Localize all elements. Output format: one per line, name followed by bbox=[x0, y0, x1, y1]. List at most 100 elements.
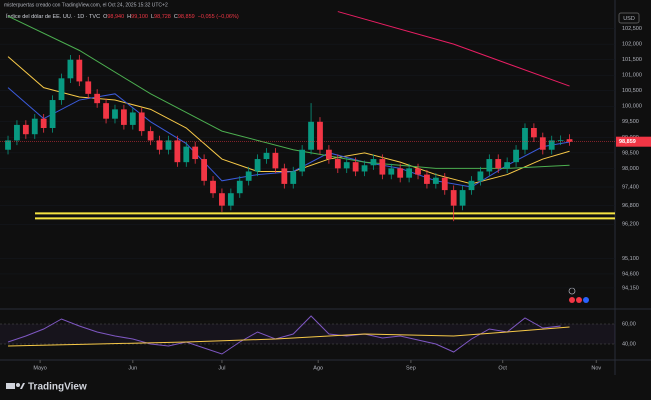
y-tick-label: 94,150 bbox=[622, 285, 639, 291]
candle-body bbox=[290, 171, 297, 184]
legend-value: 98,940 bbox=[107, 14, 124, 20]
candle-body bbox=[219, 193, 225, 206]
x-tick-label: Nov bbox=[591, 365, 601, 371]
y-tick-label: 95,100 bbox=[622, 256, 639, 262]
candle-body bbox=[210, 180, 216, 194]
candle-body bbox=[361, 165, 368, 172]
candle-body bbox=[103, 103, 109, 119]
candle-body bbox=[450, 190, 457, 206]
candle-body bbox=[415, 168, 421, 175]
candle-body bbox=[245, 171, 252, 181]
candle-body bbox=[379, 159, 386, 175]
candle-body bbox=[539, 137, 546, 150]
candle-body bbox=[31, 118, 38, 135]
y-tick-label: 101,500 bbox=[622, 57, 642, 63]
last-price-box bbox=[616, 136, 651, 147]
logo bbox=[6, 383, 25, 389]
candle-body bbox=[272, 152, 279, 169]
candle-body bbox=[468, 180, 475, 191]
candle-body bbox=[530, 128, 537, 138]
candle-body bbox=[76, 59, 83, 82]
x-tick-label: Jun bbox=[128, 365, 137, 371]
candle-body bbox=[522, 128, 528, 150]
y-tick-label: 96,200 bbox=[622, 222, 639, 228]
credit: misterpuertas creado con TradingView.com… bbox=[4, 2, 168, 8]
legend-value: −0,055 (−0,06%) bbox=[198, 14, 239, 20]
last-price-label: 98,859 bbox=[619, 139, 636, 145]
candle-body bbox=[165, 140, 172, 150]
candle-body bbox=[67, 59, 74, 79]
y-tick-label: 102,500 bbox=[622, 26, 642, 32]
currency: USD bbox=[623, 16, 635, 22]
x-tick-label: Mayo bbox=[33, 365, 46, 371]
candle-body bbox=[397, 168, 404, 178]
candle-body bbox=[254, 159, 261, 172]
candle-body bbox=[459, 190, 466, 206]
candle-body bbox=[308, 121, 314, 150]
legend-prefix: L bbox=[151, 14, 154, 20]
candle-body bbox=[334, 159, 341, 169]
candle-body bbox=[236, 180, 243, 194]
candle-body bbox=[424, 174, 430, 184]
x-tick-label: Oct bbox=[498, 365, 507, 371]
candle-body bbox=[388, 168, 395, 175]
y-tick-label: 102,000 bbox=[622, 42, 642, 48]
candle-body bbox=[317, 121, 323, 150]
candle-body bbox=[504, 162, 511, 169]
candle-body bbox=[557, 139, 564, 141]
legend-prefix: C bbox=[174, 14, 178, 20]
legend: Índice del dólar de EE. UU. · 1D · TVC O9… bbox=[6, 13, 239, 20]
candle-body bbox=[548, 140, 555, 150]
y-tick-label: 96,800 bbox=[622, 203, 639, 209]
candle-body bbox=[156, 140, 163, 150]
candle-body bbox=[5, 140, 11, 150]
moving-average bbox=[7, 15, 570, 169]
candle-body bbox=[432, 177, 439, 184]
candle-body bbox=[343, 162, 350, 169]
candle-body bbox=[112, 109, 118, 119]
candle-body bbox=[147, 131, 154, 141]
y-tick-label: 100,500 bbox=[622, 88, 642, 94]
candle-body bbox=[192, 146, 199, 160]
rsi-tick-label: 40,00 bbox=[622, 341, 636, 347]
candle-body bbox=[281, 168, 288, 184]
candle-body bbox=[227, 193, 234, 206]
y-tick-label: 97,400 bbox=[622, 184, 639, 190]
candle-body bbox=[138, 112, 145, 132]
candle-body bbox=[14, 124, 20, 141]
candle-body bbox=[22, 124, 29, 135]
candle-body bbox=[566, 139, 573, 142]
y-tick-label: 99,500 bbox=[622, 119, 639, 125]
candle-body bbox=[120, 109, 127, 125]
legend-value: 99,100 bbox=[131, 14, 148, 20]
candle-body bbox=[40, 118, 47, 128]
y-tick-label: 101,000 bbox=[622, 73, 642, 79]
rsi-ma-line bbox=[8, 326, 570, 347]
candle-body bbox=[325, 149, 332, 160]
rsi-band bbox=[0, 324, 615, 344]
candle-body bbox=[441, 177, 448, 191]
currency-box bbox=[618, 12, 640, 24]
candle-body bbox=[486, 159, 493, 172]
candle-body bbox=[94, 93, 101, 104]
candle-body bbox=[263, 152, 270, 160]
candle-body bbox=[406, 168, 413, 178]
x-tick-label: Ago bbox=[313, 365, 323, 371]
candle-body bbox=[495, 159, 502, 169]
candle-body bbox=[58, 78, 65, 101]
rsi-tick-label: 60,00 bbox=[622, 321, 636, 327]
legend-value: 98,859 bbox=[178, 14, 195, 20]
candle-body bbox=[183, 146, 190, 163]
brand: TradingView bbox=[28, 382, 87, 393]
legend-title: Índice del dólar de EE. UU. · 1D · TVC bbox=[6, 13, 100, 20]
y-tick-label: 94,600 bbox=[622, 271, 639, 277]
legend-prefix: O bbox=[103, 14, 108, 20]
moving-average bbox=[337, 11, 570, 87]
legend-value: 98,728 bbox=[154, 14, 171, 20]
candle-body bbox=[352, 162, 359, 172]
candle-body bbox=[129, 112, 136, 125]
legend-prefix: H bbox=[127, 14, 131, 20]
footer bbox=[0, 376, 651, 400]
